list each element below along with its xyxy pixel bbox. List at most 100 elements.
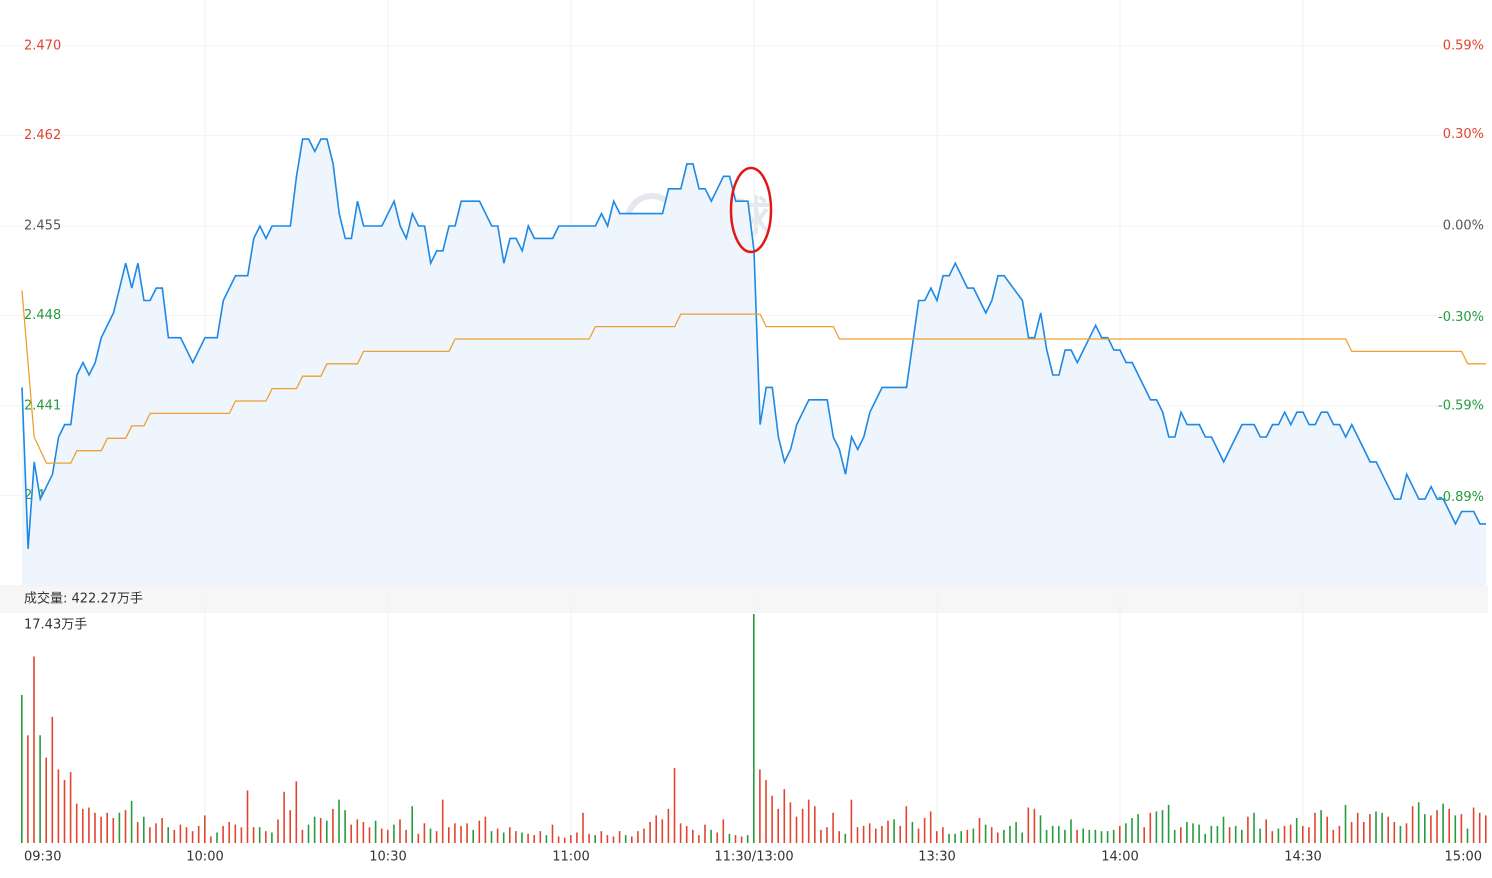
volume-tick-label: 17.43万手 [24, 618, 87, 633]
volume-bar [637, 831, 639, 843]
volume-bar [997, 832, 999, 843]
volume-bar [618, 831, 621, 843]
volume-bar [1399, 825, 1402, 843]
volume-bar [1326, 816, 1328, 843]
volume-bar [1222, 816, 1225, 843]
volume-bar [204, 815, 206, 843]
volume-bar [1015, 821, 1017, 843]
volume-bar [576, 832, 578, 843]
volume-bar [1131, 818, 1133, 843]
volume-bar [1009, 825, 1011, 843]
volume-bar [1045, 829, 1048, 843]
volume-bar [551, 824, 554, 843]
volume-bar [570, 835, 572, 843]
volume-bar [868, 823, 871, 843]
volume-bar [319, 818, 322, 843]
volume-bar [69, 772, 72, 843]
volume-bar [1332, 829, 1335, 843]
volume-bar [496, 828, 499, 843]
x-tick-label: 11:00 [552, 850, 589, 865]
volume-bar [771, 795, 773, 843]
volume-bar [1228, 827, 1231, 843]
volume-bar [765, 779, 767, 843]
volume-bar [850, 799, 853, 843]
volume-bar [856, 827, 859, 843]
x-tick-label: 11:30/13:00 [714, 850, 793, 865]
volume-bar [411, 806, 413, 843]
x-tick-label: 10:30 [369, 850, 406, 865]
volume-bar [472, 829, 474, 843]
y2-tick-label: 0.59% [1443, 39, 1484, 54]
volume-bar [1320, 810, 1322, 843]
volume-bar [1186, 821, 1188, 843]
volume-bar [1430, 815, 1432, 843]
volume-bar [222, 825, 224, 843]
volume-bar [734, 835, 737, 843]
volume-bar [1436, 810, 1438, 843]
volume-bar [460, 825, 462, 843]
volume-bar [582, 812, 584, 843]
volume-bar [673, 768, 676, 843]
volume-bar [612, 836, 615, 843]
volume-bar [1106, 831, 1109, 843]
volume-bar [399, 819, 401, 843]
volume-bar [228, 821, 230, 843]
volume-bar [728, 833, 731, 843]
volume-bar [161, 818, 163, 843]
volume-bar [631, 836, 633, 843]
volume-bar [814, 806, 816, 843]
y2-tick-label: -0.59% [1438, 399, 1484, 414]
volume-bar [1472, 807, 1475, 843]
volume-bar [185, 827, 188, 843]
volume-bar [197, 825, 200, 843]
volume-bar [478, 820, 481, 843]
volume-bar [1478, 812, 1481, 843]
volume-header-band [0, 586, 1488, 613]
volume-bar [655, 815, 657, 843]
volume-bar [27, 735, 29, 843]
volume-bar [722, 819, 725, 843]
volume-bar [740, 836, 743, 843]
volume-bar [649, 821, 651, 843]
volume-bar [1265, 819, 1267, 843]
volume-bar [1466, 828, 1469, 843]
volume-bar [1058, 825, 1060, 843]
volume-bar [216, 832, 218, 843]
volume-bar [972, 828, 975, 843]
volume-bar [704, 824, 706, 843]
volume-bar [1143, 827, 1145, 843]
volume-bar [1198, 824, 1200, 843]
volume-bar [173, 829, 176, 843]
volume-bar [332, 808, 334, 843]
volume-bar [307, 824, 310, 843]
volume-bar [1076, 829, 1078, 843]
volume-bar [423, 823, 426, 843]
volume-bar [1454, 815, 1457, 843]
volume-bar [1192, 823, 1194, 843]
volume-bar [448, 827, 450, 843]
volume-bar [429, 828, 432, 843]
volume-bar [527, 833, 529, 843]
average-line [21, 290, 1486, 464]
volume-bar [521, 832, 523, 843]
volume-bar [234, 824, 237, 843]
volume-bar [417, 833, 420, 843]
volume-bar [271, 832, 273, 843]
volume-bar [753, 614, 755, 843]
volume-bar [978, 818, 981, 843]
volume-bar [466, 823, 468, 843]
volume-bar [124, 810, 127, 843]
volume-bar [289, 810, 291, 843]
volume-bar [88, 807, 90, 843]
volume-bar [454, 823, 456, 843]
volume-bar [685, 825, 688, 843]
volume-bar [1381, 812, 1383, 843]
volume-bar [789, 802, 792, 843]
volume-bar [441, 799, 444, 843]
volume-bar [502, 832, 505, 843]
volume-bar [838, 831, 840, 843]
volume-bar [380, 828, 383, 843]
volume-bar [923, 818, 926, 843]
volume-bar [1277, 828, 1280, 843]
